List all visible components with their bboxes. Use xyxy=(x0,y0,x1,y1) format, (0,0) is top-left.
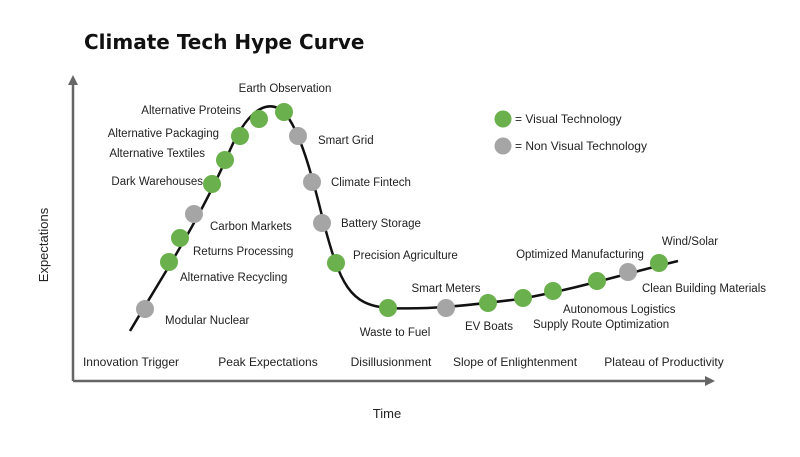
label-optimized-manufacturing: Optimized Manufacturing xyxy=(516,249,644,261)
marker-earth-observation xyxy=(275,103,293,121)
label-smart-meters: Smart Meters xyxy=(411,283,480,295)
label-supply-route-optimization: Supply Route Optimization xyxy=(533,319,669,331)
stage-label-slope-of-enlightenment: Slope of Enlightenment xyxy=(453,355,578,369)
label-earth-observation: Earth Observation xyxy=(239,83,332,95)
label-carbon-markets: Carbon Markets xyxy=(210,221,292,233)
marker-climate-fintech xyxy=(303,173,321,191)
marker-carbon-markets xyxy=(185,205,203,223)
marker-smart-meters xyxy=(437,299,455,317)
label-climate-fintech: Climate Fintech xyxy=(331,177,411,189)
y-axis-label: Expectations xyxy=(36,207,51,282)
marker-modular-nuclear xyxy=(136,300,154,318)
marker-optimized-manufacturing xyxy=(588,272,606,290)
label-smart-grid: Smart Grid xyxy=(318,135,374,147)
label-battery-storage: Battery Storage xyxy=(341,218,421,230)
x-axis-label: Time xyxy=(373,406,401,421)
label-alternative-packaging: Alternative Packaging xyxy=(108,128,219,140)
diagram-title: Climate Tech Hype Curve xyxy=(84,30,365,54)
marker-supply-route-optimization xyxy=(514,289,532,307)
legend-non-visual-label: = Non Visual Technology xyxy=(515,139,647,153)
technology-markers xyxy=(136,103,668,318)
stage-labels: Innovation Trigger Peak Expectations Disil… xyxy=(83,355,724,369)
technology-labels: Modular Nuclear Alternative Recycling Retu… xyxy=(108,83,766,339)
label-modular-nuclear: Modular Nuclear xyxy=(165,315,250,327)
marker-autonomous-logistics xyxy=(544,282,562,300)
marker-precision-agriculture xyxy=(327,254,345,272)
marker-wind-solar xyxy=(650,254,668,272)
label-alternative-textiles: Alternative Textiles xyxy=(109,148,205,160)
label-wind-solar: Wind/Solar xyxy=(662,236,718,248)
legend: = Visual Technology = Non Visual Technol… xyxy=(494,110,647,155)
legend-visual-label: = Visual Technology xyxy=(515,112,622,126)
stage-label-disillusionment: Disillusionment xyxy=(351,355,432,369)
marker-waste-to-fuel xyxy=(379,299,397,317)
marker-alternative-packaging xyxy=(231,127,249,145)
stage-label-plateau-of-productivity: Plateau of Productivity xyxy=(604,355,723,369)
marker-battery-storage xyxy=(313,214,331,232)
label-alternative-recycling: Alternative Recycling xyxy=(180,272,287,284)
label-clean-building-materials: Clean Building Materials xyxy=(642,283,766,295)
marker-dark-warehouses xyxy=(203,175,221,193)
label-waste-to-fuel: Waste to Fuel xyxy=(360,327,431,339)
label-precision-agriculture: Precision Agriculture xyxy=(353,250,458,262)
legend-non-visual-swatch xyxy=(494,137,512,155)
marker-returns-processing xyxy=(171,229,189,247)
label-returns-processing: Returns Processing xyxy=(193,246,293,258)
marker-alternative-proteins xyxy=(250,110,268,128)
label-ev-boats: EV Boats xyxy=(465,321,513,333)
stage-label-peak-expectations: Peak Expectations xyxy=(218,355,317,369)
label-dark-warehouses: Dark Warehouses xyxy=(111,176,203,188)
stage-label-innovation-trigger: Innovation Trigger xyxy=(83,355,179,369)
marker-ev-boats xyxy=(479,294,497,312)
marker-alternative-recycling xyxy=(160,253,178,271)
marker-smart-grid xyxy=(289,127,307,145)
label-autonomous-logistics: Autonomous Logistics xyxy=(563,304,676,316)
label-alternative-proteins: Alternative Proteins xyxy=(141,105,241,117)
marker-clean-building-materials xyxy=(619,263,637,281)
marker-alternative-textiles xyxy=(216,151,234,169)
legend-visual-swatch xyxy=(494,110,512,128)
